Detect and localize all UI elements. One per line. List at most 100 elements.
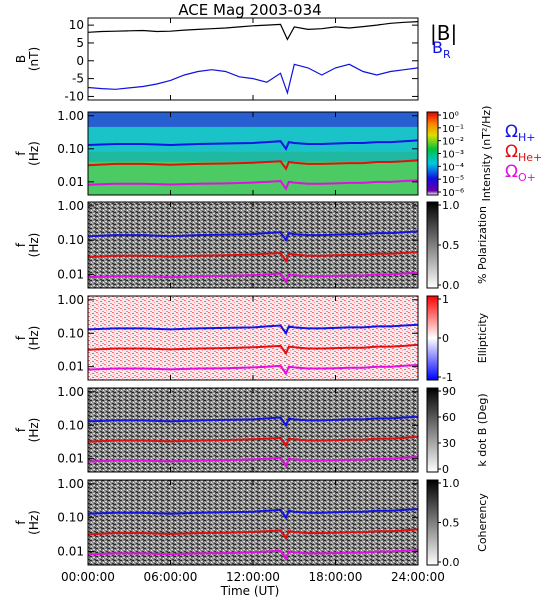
legend-b-r-sub: R — [443, 48, 451, 61]
y-tick-label: -10 — [64, 89, 84, 103]
y-tick-label: 0.10 — [57, 326, 84, 340]
gyro-line-o-plus — [87, 456, 419, 468]
y-axis-label-var: f — [14, 520, 28, 525]
gyro-line-h-plus — [87, 415, 419, 428]
gyro-line-he-plus — [87, 251, 419, 263]
colorbar-tick-label: 10⁻⁶ — [442, 188, 464, 199]
gyro-line-h-plus — [87, 508, 419, 520]
gyro-line-h-plus — [87, 139, 419, 151]
legend-b-r-label: B — [432, 38, 443, 57]
legend-h-sym: Ω — [505, 122, 518, 142]
gyro-line-he-plus — [87, 159, 419, 171]
series-b-total — [87, 21, 419, 41]
gyro-line-h-plus — [87, 230, 419, 243]
y-tick-label: 5 — [76, 36, 84, 50]
colorbar — [426, 111, 439, 196]
y-axis-label-unit: (Hz) — [27, 418, 41, 443]
colorbar-label: Intensity (nT²/Hz) — [480, 106, 493, 202]
y-tick-label: 0.01 — [57, 360, 84, 374]
colorbar-tick-label: 60 — [442, 411, 456, 424]
x-tick-label: 12:00:00 — [226, 570, 280, 584]
colorbar-tick-label: -1 — [442, 371, 453, 384]
colorbar-tick-label: 0 — [442, 463, 449, 476]
gyro-line-he-plus — [87, 343, 419, 356]
spectrogram-4 — [88, 296, 418, 380]
x-axis-label: Time (UT) — [220, 584, 280, 598]
y-axis-label: f(Hz) — [14, 418, 41, 443]
colorbar-tick-label: 0.5 — [442, 517, 460, 530]
x-tick-label: 00:00:00 — [61, 570, 115, 584]
legend-o-plus: ΩO+ — [505, 162, 536, 184]
colorbar-tick-label: 0.5 — [442, 239, 460, 252]
colorbar-tick-label: 10⁻³ — [442, 150, 464, 161]
colorbar-tick-label: 0.0 — [442, 556, 460, 569]
legend-h-plus: ΩH+ — [505, 122, 536, 144]
colorbar-tick-label: 10⁻² — [442, 137, 464, 148]
y-tick-label: 0.01 — [57, 545, 84, 559]
gyro-line-o-plus — [87, 271, 419, 284]
colorbar-label: % Polarization — [476, 206, 489, 284]
legend-b-total: |B| — [430, 21, 457, 45]
panel-1: 10 5 0 -5 -10 B(nT) — [14, 17, 419, 103]
y-axis-label: B(nT) — [14, 47, 41, 71]
colorbar-tick-label: 1 — [442, 293, 449, 306]
y-axis-label-unit: (Hz) — [27, 233, 41, 258]
colorbar-tick-label: 10⁻¹ — [442, 124, 464, 135]
gyro-line-o-plus — [87, 548, 419, 561]
panel-5: 1.00 0.10 0.01 f(Hz) 90 60 30 0 k dot B (Deg) — [14, 385, 489, 476]
y-axis-label-var: f — [14, 335, 28, 340]
y-tick-label: 1.00 — [57, 477, 84, 491]
colorbar-tick-label: 10⁻⁴ — [442, 162, 464, 173]
y-tick-label: 10 — [69, 18, 84, 32]
y-axis-label-unit: (Hz) — [27, 326, 41, 351]
legend-o-sym: Ω — [505, 162, 518, 182]
legend-he-plus: ΩHe+ — [505, 142, 542, 164]
legend-o-sub: O+ — [518, 171, 536, 184]
y-axis-label-var: f — [14, 151, 28, 156]
colorbar-tick-label: 10⁻⁵ — [442, 175, 464, 186]
panels: 1050-5-10B(nT)1.000.100.01f(Hz)10⁰10⁻¹10… — [14, 17, 493, 584]
colorbar — [426, 201, 439, 289]
y-axis-label-unit: (Hz) — [27, 141, 41, 166]
panel-3: 1.00 0.10 0.01 f(Hz) 1.0 0.5 0.0 % Polarization — [14, 199, 489, 292]
y-axis-label: f(Hz) — [14, 141, 41, 166]
y-tick-label: 1.00 — [57, 385, 84, 399]
spectrogram-band-mid — [88, 126, 418, 152]
spectrogram-5 — [88, 388, 418, 472]
y-tick-label: -5 — [72, 72, 84, 86]
colorbar-tick-label: 0.0 — [442, 279, 460, 292]
y-axis-label-var: f — [14, 427, 28, 432]
y-axis-label-var: B — [14, 55, 28, 63]
colorbar-tick-label: 30 — [442, 437, 456, 450]
panel-4: 1.00 0.10 0.01 f(Hz) 1 0 -1 Ellipticity — [14, 293, 489, 384]
colorbar-tick-label: 1.0 — [442, 199, 460, 212]
panel-2: 1.00 0.10 0.01 f(Hz) 10⁰ 10⁻¹ 10⁻² 10⁻³10⁻⁴ 10⁻⁵… — [14, 106, 493, 202]
y-axis-label-unit: (Hz) — [27, 510, 41, 535]
colorbar — [426, 387, 439, 473]
chart-title: ACE Mag 2003-034 — [178, 1, 321, 19]
colorbar-tick-label: 10⁰ — [442, 111, 459, 122]
spectrogram-6 — [88, 480, 418, 565]
y-tick-label: 0.10 — [57, 511, 84, 525]
colorbar-tick-label: 0 — [442, 332, 449, 345]
x-tick-label: 24:00:00 — [391, 570, 445, 584]
y-tick-label: 0.10 — [57, 142, 84, 156]
y-tick-label: 0.01 — [57, 175, 84, 189]
y-tick-label: 1.00 — [57, 293, 84, 307]
x-tick-label: 06:00:00 — [144, 570, 198, 584]
y-axis-label-var: f — [14, 242, 28, 247]
y-axis-label: f(Hz) — [14, 326, 41, 351]
gyro-line-o-plus — [87, 179, 419, 191]
colorbar — [426, 479, 439, 566]
colorbar-label: k dot B (Deg) — [476, 393, 489, 466]
gyro-line-o-plus — [87, 364, 419, 376]
colorbar-label: Coherency — [476, 493, 489, 552]
y-tick-label: 0.10 — [57, 418, 84, 432]
y-tick-label: 0 — [76, 54, 84, 68]
legend-he-sub: He+ — [518, 151, 542, 164]
colorbar-label: Ellipticity — [476, 312, 489, 363]
y-tick-label: 1.00 — [57, 109, 84, 123]
y-tick-label: 0.10 — [57, 233, 84, 247]
gyro-line-h-plus — [87, 323, 419, 336]
